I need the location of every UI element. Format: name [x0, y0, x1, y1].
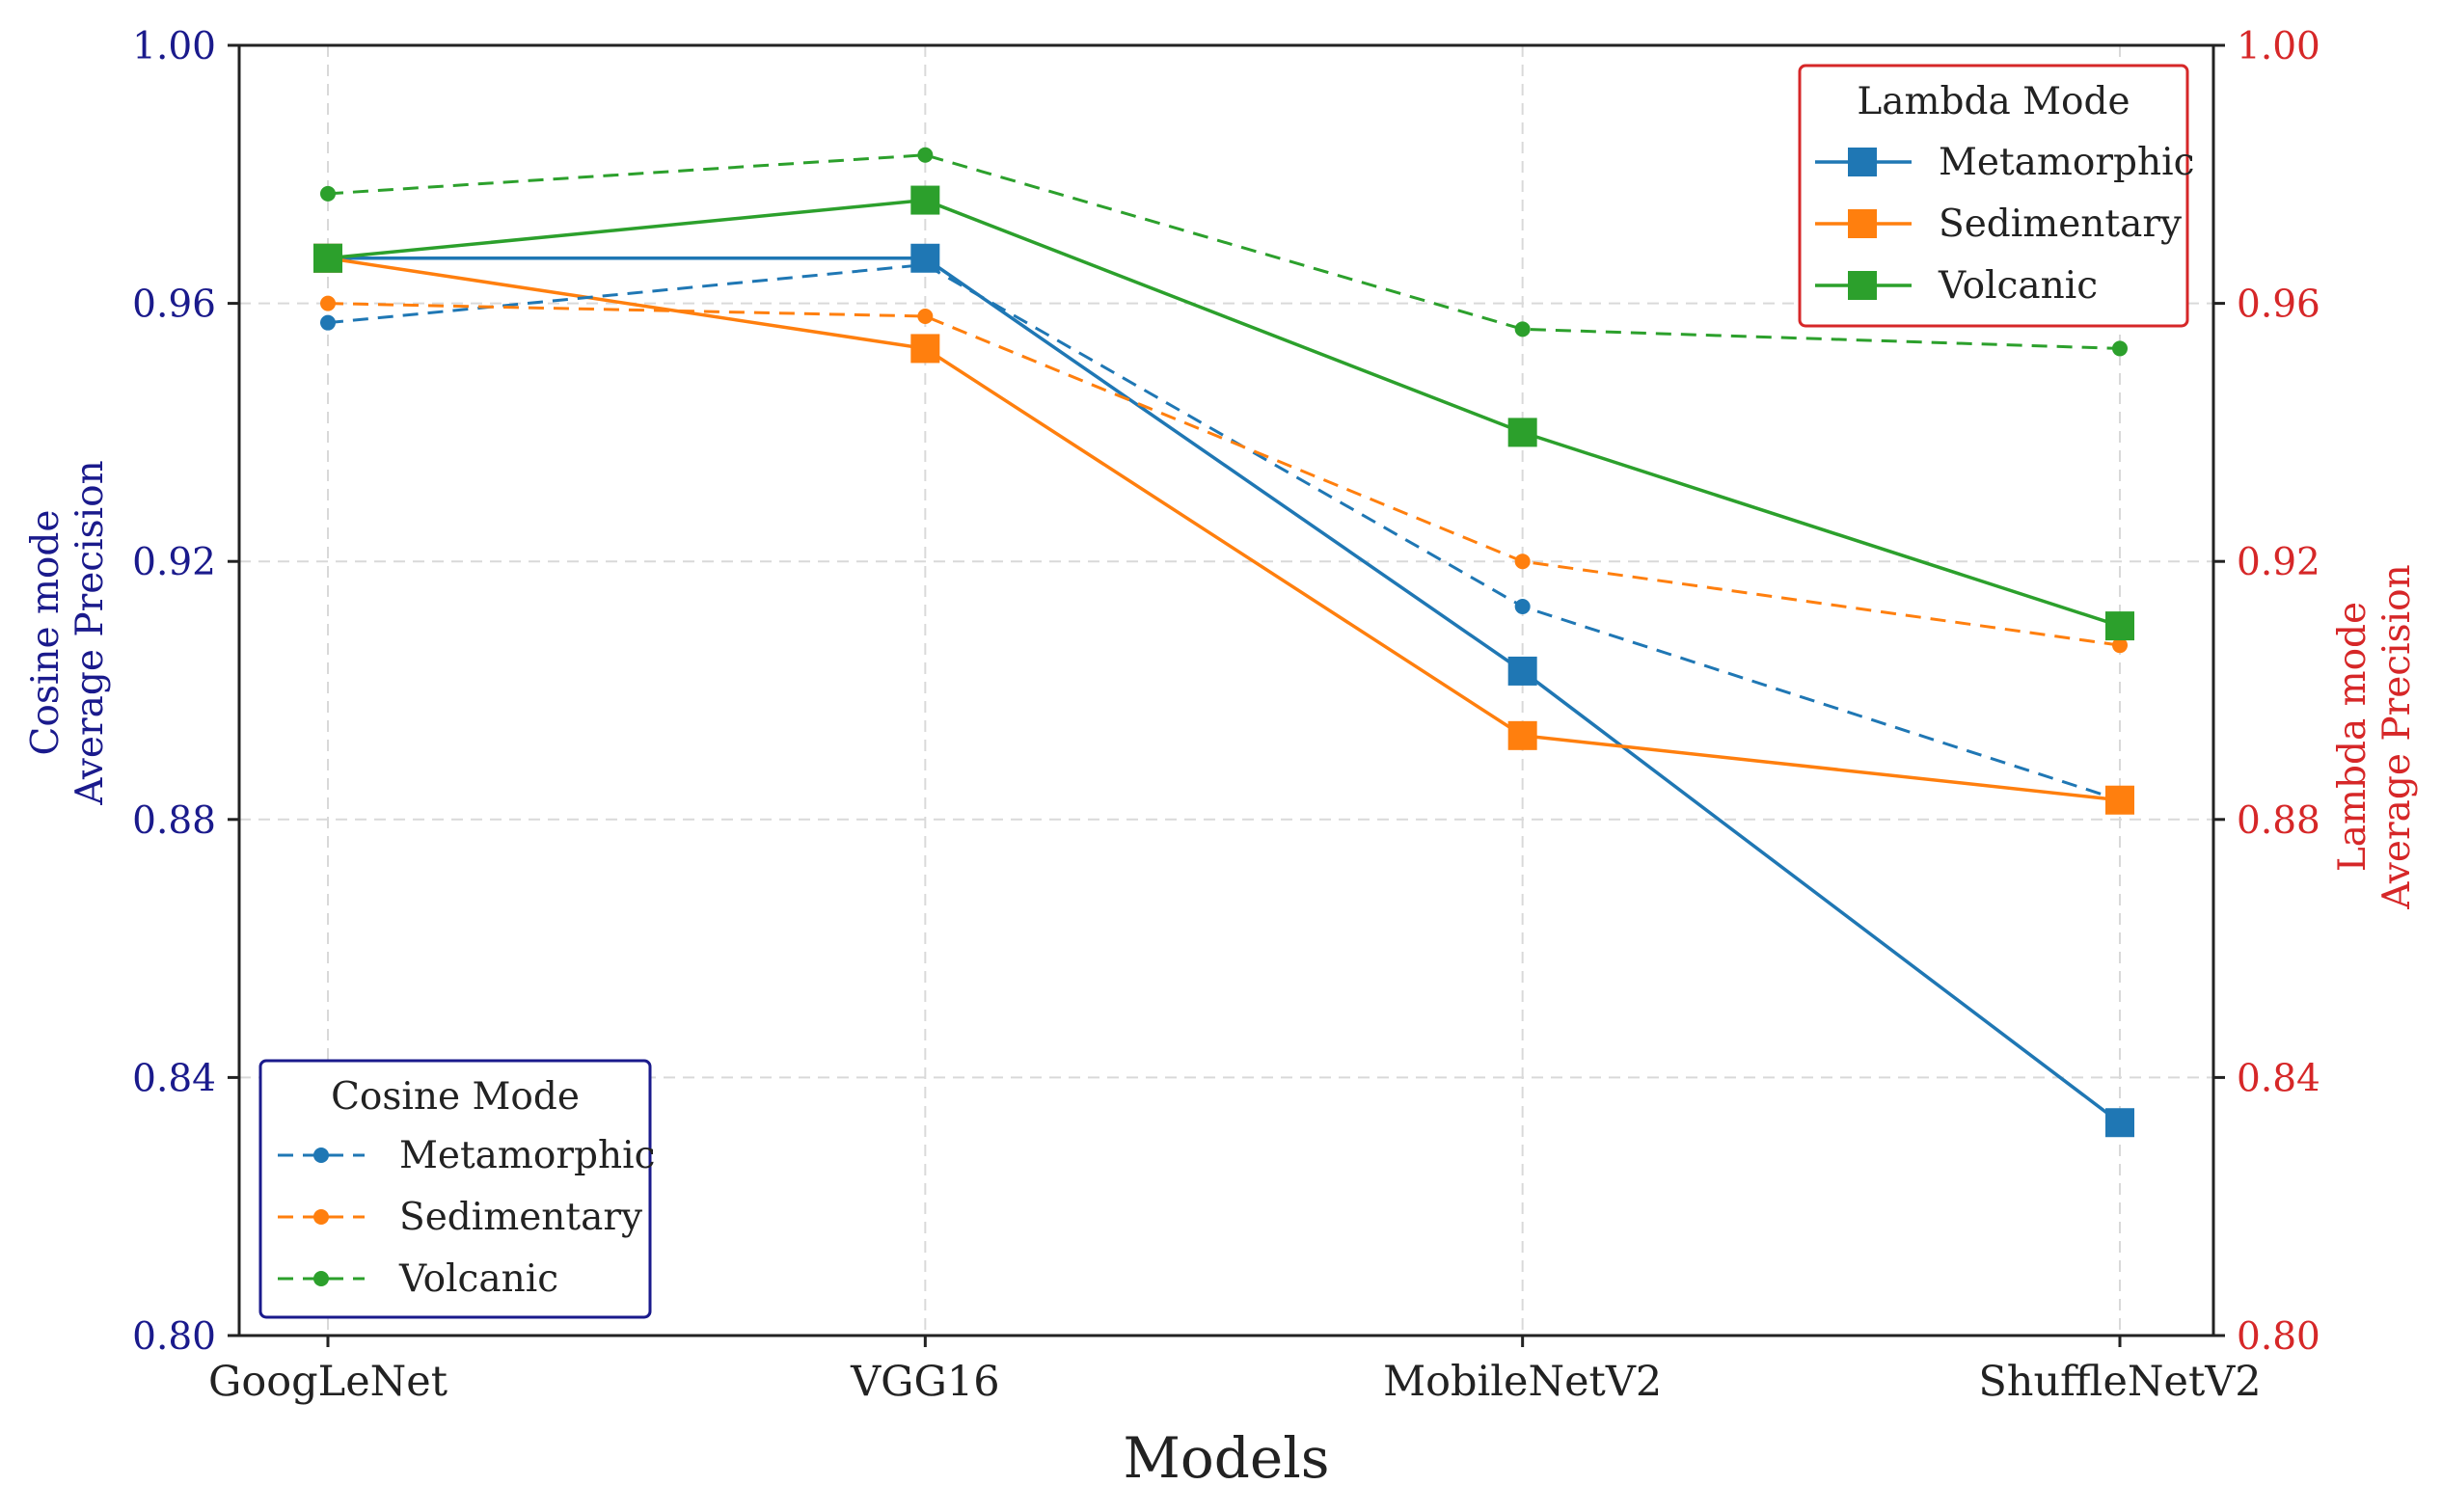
legend-lambda-marker-sedimentary	[1848, 209, 1877, 238]
lambda-point-metamorphic	[910, 243, 940, 273]
x-tick-label-mobilenetv2: MobileNetV2	[1383, 1358, 1662, 1406]
cosine-series-lines	[327, 153, 2121, 802]
legend-cosine-marker-metamorphic	[313, 1148, 329, 1163]
legend-cosine-label-metamorphic: Metamorphic	[399, 1134, 655, 1177]
cosine-point-volcanic	[2112, 340, 2128, 357]
y-tick-left-label: 0.96	[132, 284, 216, 327]
y-axis-title-left-line2: Average Precision	[68, 460, 112, 805]
cosine-point-volcanic	[1514, 321, 1531, 338]
lambda-series-lines	[327, 198, 2122, 1124]
axis-ticks: 0.80 0.80 0.84 0.84 0.88 0.88 0.92 0.92 0.96 0.96…	[132, 25, 2320, 1406]
lambda-point-metamorphic	[1507, 656, 1537, 686]
plot-frame	[237, 43, 2215, 1337]
y-tick-right-label: 0.88	[2237, 799, 2320, 843]
y-tick-left-label: 0.88	[132, 799, 216, 843]
legend-lambda-box	[1798, 64, 2189, 328]
y-axis-title-left: Cosine mode Average Precision	[24, 460, 112, 805]
cosine-point-metamorphic	[320, 314, 336, 331]
legend-lambda-label-sedimentary: Sedimentary	[1939, 202, 2182, 246]
legend-cosine-box	[258, 1059, 652, 1319]
cosine-line-sedimentary	[327, 302, 2121, 647]
series-markers	[313, 147, 2134, 1138]
x-tick-label-googlenet: GoogLeNet	[208, 1358, 448, 1406]
cosine-point-volcanic	[320, 185, 336, 202]
cosine-point-volcanic	[917, 147, 934, 163]
x-axis-title: Models	[1123, 1425, 1329, 1491]
legend-lambda-label-volcanic: Volcanic	[1938, 264, 2098, 308]
x-tick-label-vgg16: VGG16	[850, 1358, 999, 1406]
y-tick-right-label: 1.00	[2237, 25, 2320, 68]
y-axis-title-right: Lambda mode Average Precision	[2331, 564, 2419, 909]
legend-cosine-mode: Cosine Mode Metamorphic Sedimentary Volcan…	[258, 1059, 655, 1319]
lambda-point-sedimentary	[910, 334, 940, 364]
legend-lambda-mode: Lambda Mode Metamorphic Sedimentary Volcan…	[1798, 64, 2194, 328]
y-tick-right-label: 0.92	[2237, 541, 2320, 584]
y-tick-left-label: 0.84	[132, 1057, 216, 1100]
legend-cosine-marker-sedimentary	[313, 1209, 329, 1225]
lambda-point-volcanic	[313, 243, 342, 273]
cosine-line-volcanic	[327, 153, 2121, 350]
cosine-point-sedimentary	[2112, 637, 2128, 654]
cosine-point-sedimentary	[1514, 554, 1531, 570]
lambda-point-sedimentary	[2105, 785, 2134, 815]
y-axis-title-right-line2: Average Precision	[2375, 564, 2419, 909]
lambda-point-sedimentary	[1507, 720, 1537, 750]
legend-cosine-title: Cosine Mode	[331, 1075, 580, 1119]
lambda-point-volcanic	[1507, 418, 1537, 447]
lambda-point-volcanic	[2105, 611, 2134, 641]
legend-lambda-marker-metamorphic	[1848, 148, 1877, 176]
legend-lambda-label-metamorphic: Metamorphic	[1939, 141, 2194, 184]
cosine-line-metamorphic	[327, 262, 2121, 802]
lambda-line-sedimentary	[327, 256, 2121, 802]
legend-lambda-entries: Metamorphic Sedimentary Volcanic	[1815, 141, 2194, 308]
y-tick-left-label: 0.92	[132, 541, 216, 584]
y-tick-left-label: 0.80	[132, 1315, 216, 1359]
y-tick-right-label: 0.80	[2237, 1315, 2320, 1359]
legend-lambda-marker-volcanic	[1848, 271, 1877, 300]
lambda-line-volcanic	[327, 198, 2121, 628]
x-tick-label-shufflenetv2: ShuffleNetV2	[1978, 1358, 2261, 1406]
lambda-point-metamorphic	[2105, 1108, 2134, 1138]
legend-cosine-entries: Metamorphic Sedimentary Volcanic	[278, 1134, 655, 1301]
legend-cosine-label-sedimentary: Sedimentary	[399, 1196, 642, 1239]
lambda-point-volcanic	[910, 185, 940, 215]
lambda-line-metamorphic	[328, 256, 2122, 1124]
y-tick-right-label: 0.84	[2237, 1057, 2320, 1100]
legend-cosine-label-volcanic: Volcanic	[398, 1257, 558, 1301]
cosine-point-sedimentary	[917, 308, 934, 324]
y-tick-right-label: 0.96	[2237, 284, 2320, 327]
legend-cosine-marker-volcanic	[313, 1271, 329, 1286]
y-tick-left-label: 1.00	[132, 25, 216, 68]
legend-lambda-title: Lambda Mode	[1857, 80, 2130, 123]
cosine-point-metamorphic	[1514, 599, 1531, 615]
y-axis-title-right-line1: Lambda mode	[2331, 602, 2374, 872]
y-axis-title-left-line1: Cosine mode	[24, 510, 68, 756]
cosine-point-sedimentary	[320, 295, 336, 311]
